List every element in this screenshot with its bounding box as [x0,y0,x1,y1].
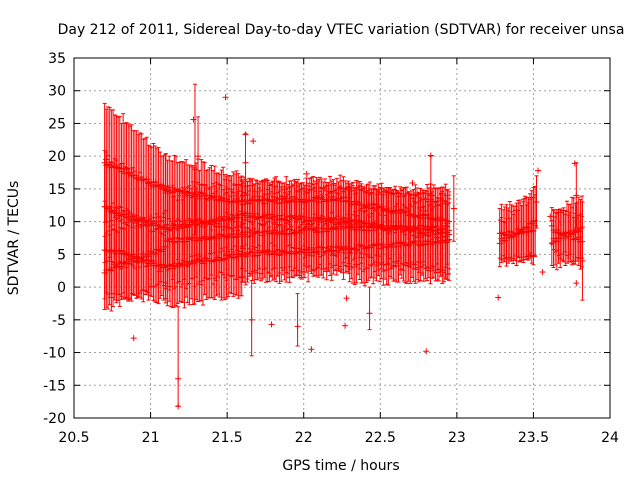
data-point [320,225,327,279]
x-tick-label: 21 [142,430,160,446]
data-point [350,214,357,284]
x-tick-label: 20.5 [58,430,89,446]
x-tick-label: 24 [601,430,619,446]
data-point [178,190,185,288]
data-point [283,222,290,283]
data-point [293,221,300,276]
y-tick-label: 30 [48,84,66,100]
data-point [333,226,340,276]
data-point [108,229,115,312]
data-point [376,214,383,283]
y-tick-labels: -20 -15 -10 -5 0 5 10 15 20 25 30 35 [43,51,66,427]
data-point [121,228,128,300]
data-point [215,199,222,278]
x-tick-label: 22.5 [365,430,396,446]
data-point [113,230,120,304]
data-point [288,225,295,278]
data-point [135,217,142,298]
data-point [269,222,276,281]
data-point [323,222,330,281]
x-tick-labels: 20.5 21 21.5 22 22.5 23 23.5 24 [58,430,619,446]
data-point [172,188,179,288]
data-point [432,201,439,282]
data-point [330,226,337,275]
data-point [425,205,432,279]
data-point [340,219,347,280]
data-point [390,212,397,282]
data-point [332,224,339,271]
data-point [363,210,370,284]
y-tick-label: -15 [43,378,66,394]
y-tick-label: -5 [52,313,66,329]
data-point [286,223,293,283]
y-tick-label: 5 [57,247,66,263]
data-point [226,195,233,276]
y-tick-label: 35 [48,51,66,67]
y-tick-label: 10 [48,215,66,231]
y-tick-label: 25 [48,116,66,132]
x-tick-label: 22 [295,430,313,446]
x-tick-label: 21.5 [212,430,243,446]
y-tick-label: -10 [43,346,66,362]
y-tick-label: 20 [48,149,66,165]
data-point [424,201,431,282]
data-point [322,223,329,272]
y-tick-label: -20 [43,411,66,427]
data-point [213,191,220,282]
data-point [402,206,409,284]
data-point [221,193,228,279]
chart-title: Day 212 of 2011, Sidereal Day-to-day VTE… [58,22,625,38]
y-tick-label: 15 [48,182,66,198]
data-point [137,223,144,294]
x-tick-label: 23 [448,430,466,446]
x-tick-label: 23.5 [518,430,549,446]
data-series [101,83,586,410]
y-tick-label: 0 [57,280,66,296]
